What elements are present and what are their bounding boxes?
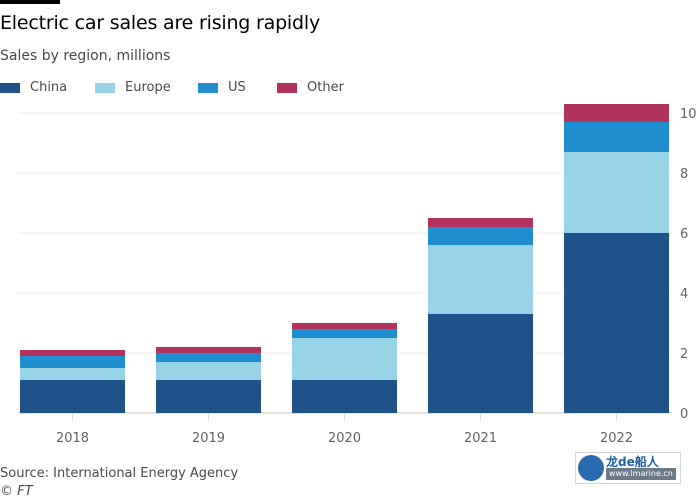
watermark: 龙de船人 www.lmarine.cn [575,452,681,484]
bar-segment-europe-2020 [292,338,397,380]
legend-label-china: China [30,80,68,95]
legend-label-europe: Europe [125,80,171,95]
x-axis: 2018 2019 2020 2021 2022 [56,413,633,446]
x-tick-label: 2021 [464,431,497,446]
x-tick-label: 2019 [192,431,225,446]
watermark-text: 龙de船人 [606,455,659,469]
copyright: © FT [0,484,33,499]
bar-segment-china-2019 [156,380,261,413]
legend-item-other: Other [277,80,344,95]
x-tick-label: 2018 [56,431,89,446]
bars [20,104,669,413]
bar-segment-other-2020 [292,323,397,329]
stacked-bar-chart: 2018 2019 2020 2021 2022 0 2 4 6 8 10 [18,104,697,446]
bar-segment-us-2022 [564,122,669,152]
y-tick-label: 6 [680,227,688,242]
bar-segment-europe-2021 [428,245,533,314]
legend-swatch-europe [95,82,115,93]
chart-subtitle: Sales by region, millions [0,48,171,64]
chart-title: Electric car sales are rising rapidly [0,12,320,34]
bar-segment-china-2018 [20,380,125,413]
bar-segment-china-2020 [292,380,397,413]
x-tick-label: 2020 [328,431,361,446]
bar-segment-us-2018 [20,356,125,368]
legend-item-china: China [0,80,67,95]
bar-segment-other-2018 [20,350,125,356]
legend-item-us: US [198,80,246,95]
watermark-logo-icon [578,455,604,481]
bar-segment-us-2021 [428,227,533,245]
bar-segment-other-2021 [428,218,533,227]
y-tick-label: 4 [680,287,688,302]
bar-segment-europe-2018 [20,368,125,380]
bar-segment-china-2022 [564,233,669,413]
ft-top-bar [0,0,60,4]
y-axis: 0 2 4 6 8 10 [680,107,697,422]
bar-segment-europe-2019 [156,362,261,380]
x-tick-label: 2022 [600,431,633,446]
bar-segment-us-2020 [292,329,397,338]
legend-item-europe: Europe [95,80,171,95]
bar-segment-china-2021 [428,314,533,413]
watermark-url: www.lmarine.cn [606,468,676,480]
bar-segment-europe-2022 [564,152,669,233]
source-note: Source: International Energy Agency [0,466,239,481]
bar-segment-us-2019 [156,353,261,362]
y-tick-label: 10 [680,107,697,122]
legend-swatch-other [277,82,297,93]
bar-segment-other-2022 [564,104,669,122]
legend-label-other: Other [307,80,344,95]
bar-segment-other-2019 [156,347,261,353]
y-tick-label: 8 [680,167,688,182]
legend-label-us: US [228,80,246,95]
y-tick-label: 2 [680,347,688,362]
legend-swatch-us [198,82,218,93]
legend-swatch-china [0,82,20,93]
y-tick-label: 0 [680,407,688,422]
